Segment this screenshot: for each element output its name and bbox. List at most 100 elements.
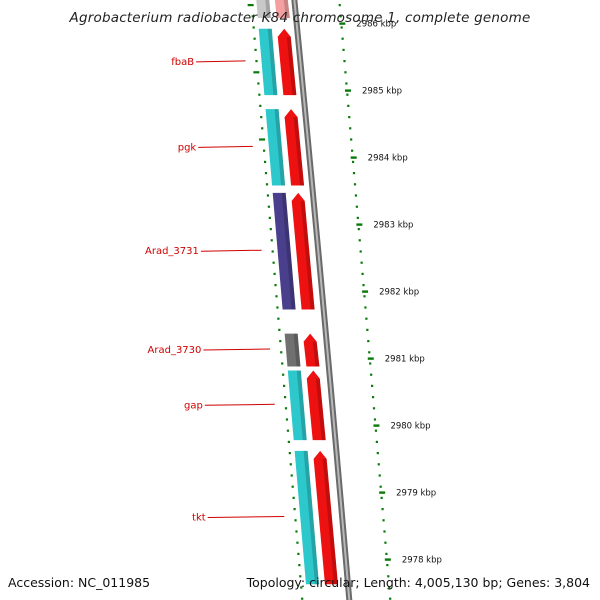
chromosome-backbone (291, 0, 353, 600)
minor-tick (282, 373, 285, 376)
scale-minor-tick (384, 541, 387, 544)
minor-tick (268, 216, 271, 219)
scale-tick-label: 2983 kbp (373, 220, 413, 230)
minor-tick (274, 284, 277, 287)
minor-tick (281, 362, 284, 365)
scale-minor-tick (351, 149, 354, 152)
cds-block (272, 192, 296, 310)
gene-arrow (303, 333, 320, 367)
minor-tick (283, 396, 287, 399)
scale-minor-tick (371, 384, 374, 387)
gene-label: pgk (178, 142, 197, 153)
scale-minor-tick (370, 373, 373, 376)
scale-minor-tick (351, 160, 355, 163)
gene-label-leader (203, 348, 271, 351)
scale-minor-tick (358, 239, 361, 242)
minor-tick (287, 440, 290, 443)
scale-minor-tick (355, 205, 358, 208)
scale-tick-label: 2980 kbp (390, 421, 430, 431)
scale-major-tick (384, 558, 391, 561)
gene-arrow-shade (293, 117, 305, 186)
scale-minor-tick (339, 15, 342, 18)
cds-block-shade (274, 109, 286, 186)
scale-minor-tick (371, 396, 375, 399)
minor-tick (275, 295, 278, 298)
scale-minor-tick (363, 295, 366, 298)
gene-arrow-shade (286, 36, 297, 96)
gene-label: tkt (192, 513, 206, 524)
gene-arrow (277, 28, 297, 96)
cds-block-shade (281, 192, 296, 310)
gene-features (256, 0, 338, 585)
scale-minor-tick (382, 519, 385, 522)
minor-tick (272, 261, 275, 264)
minor-tick (290, 474, 293, 477)
cds-block (265, 109, 286, 186)
minor-tick-major (259, 138, 266, 141)
gene-label: gap (184, 400, 203, 411)
minor-tick (263, 160, 267, 163)
cds-block (258, 28, 278, 96)
minor-tick (279, 340, 282, 343)
scale-minor-tick (348, 116, 351, 119)
scale-minor-tick (369, 362, 372, 365)
gene-arrow-shade (283, 0, 290, 19)
minor-tick (284, 407, 288, 410)
scale-minor-tick (380, 496, 383, 499)
scale-tick-label: 2982 kbp (379, 287, 419, 297)
scale-minor-tick (387, 575, 390, 578)
cds-block-shade (296, 370, 307, 441)
minor-tick (289, 463, 292, 466)
scale-minor-tick (365, 317, 368, 320)
minor-tick (296, 541, 299, 544)
genome-summary-text: Topology: circular; Length: 4,005,130 bp… (246, 575, 590, 590)
scale-major-tick (339, 22, 346, 25)
scale-minor-tick (373, 418, 377, 421)
cds-block-shade (303, 450, 319, 585)
minor-tick (278, 328, 281, 331)
cds-block (294, 450, 319, 585)
gene-label: fbaB (171, 57, 194, 68)
gene-arrow (291, 192, 315, 310)
minor-tick (291, 485, 294, 488)
scale-major-tick (344, 89, 351, 92)
minor-tick (280, 351, 283, 354)
minor-tick (255, 60, 258, 63)
minor-tick (254, 48, 257, 51)
cds-block-shade (267, 28, 278, 96)
scale-minor-tick (352, 172, 356, 175)
scale-tick-label: 2981 kbp (385, 354, 425, 364)
minor-tick (270, 239, 273, 242)
minor-tick (283, 384, 286, 387)
scale-minor-tick (366, 328, 369, 331)
scale-tick-label: 2979 kbp (396, 488, 436, 498)
scale-minor-tick (341, 37, 344, 40)
scale-minor-tick (379, 485, 382, 488)
scale-major-tick (373, 424, 380, 427)
gene-arrow-shade (312, 341, 320, 367)
scale-minor-tick (386, 564, 389, 567)
scale-tick-label: 2978 kbp (402, 555, 442, 565)
minor-tick (298, 564, 301, 567)
scale-minor-tick (345, 82, 348, 85)
minor-tick (292, 496, 295, 499)
scale-minor-tick (344, 71, 347, 74)
minor-tick (285, 418, 289, 421)
scale-tick-label: 2985 kbp (362, 86, 402, 96)
scale-minor-tick (360, 261, 363, 264)
scale-minor-tick (388, 586, 391, 589)
minor-tick (267, 205, 270, 208)
minor-tick (261, 127, 264, 130)
cds-block-shade (265, 0, 271, 19)
minor-tick (294, 519, 297, 522)
minor-tick (293, 508, 296, 511)
scale-minor-tick (353, 183, 357, 186)
gene-arrow-shade (322, 458, 338, 585)
gene-label: Arad_3730 (148, 345, 202, 356)
minor-tick (266, 194, 270, 197)
gene-arrow-shade (315, 378, 326, 441)
gene-label-leader (198, 145, 253, 148)
minor-tick (264, 172, 268, 175)
scale-tick-label: 2984 kbp (368, 153, 408, 163)
scale-minor-tick (378, 474, 381, 477)
